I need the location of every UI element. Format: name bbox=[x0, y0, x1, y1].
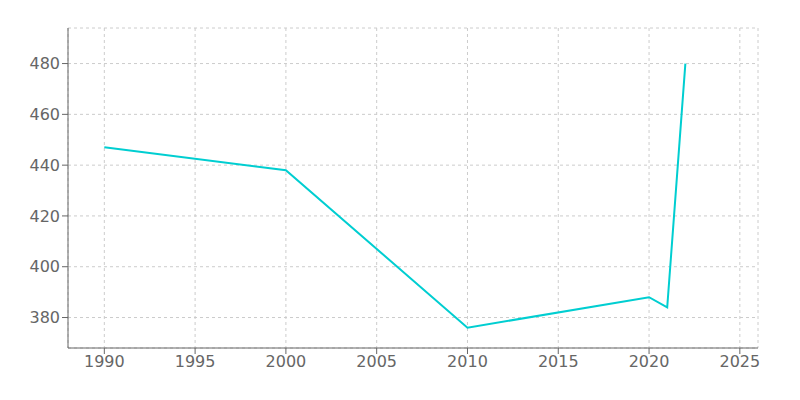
svg-text:2015: 2015 bbox=[538, 352, 579, 371]
svg-text:2010: 2010 bbox=[447, 352, 488, 371]
svg-text:1990: 1990 bbox=[84, 352, 125, 371]
svg-text:2025: 2025 bbox=[719, 352, 760, 371]
svg-text:2020: 2020 bbox=[629, 352, 670, 371]
svg-text:480: 480 bbox=[29, 54, 60, 73]
svg-text:1995: 1995 bbox=[175, 352, 216, 371]
svg-text:2005: 2005 bbox=[356, 352, 397, 371]
svg-text:440: 440 bbox=[29, 156, 60, 175]
svg-text:380: 380 bbox=[29, 308, 60, 327]
svg-text:2000: 2000 bbox=[266, 352, 307, 371]
svg-text:460: 460 bbox=[29, 105, 60, 124]
svg-text:400: 400 bbox=[29, 257, 60, 276]
svg-text:420: 420 bbox=[29, 207, 60, 226]
